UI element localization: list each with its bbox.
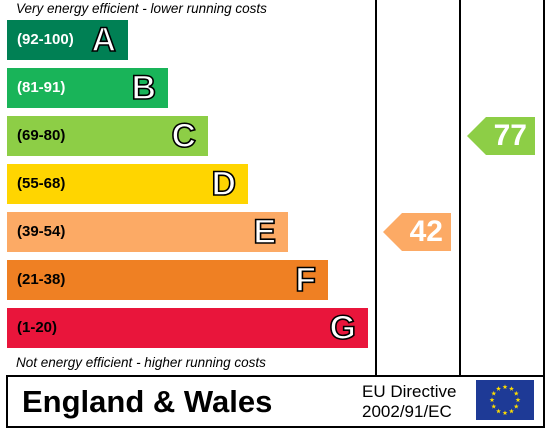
footer-bottom-border — [6, 426, 545, 428]
column-divider-middle — [459, 0, 461, 376]
top-note: Very energy efficient - lower running co… — [16, 1, 267, 16]
band-a: (92-100) A — [7, 20, 128, 60]
band-range-label: (39-54) — [17, 223, 66, 240]
band-e: (39-54) E — [7, 212, 288, 252]
footer-top-border — [6, 375, 545, 377]
eu-star-icon — [509, 408, 514, 414]
region-title: England & Wales — [22, 384, 273, 419]
eu-star-icon — [491, 403, 497, 409]
band-letter: G — [329, 308, 357, 348]
eu-star-icon — [496, 408, 501, 414]
band-range-label: (21-38) — [17, 271, 66, 288]
eu-flag-icon — [476, 380, 534, 420]
column-divider-right — [543, 0, 545, 428]
band-range-label: (81-91) — [17, 79, 66, 96]
band-g: (1-20) G — [7, 308, 368, 348]
eu-star-icon — [502, 410, 508, 416]
eu-star-icon — [513, 403, 519, 409]
current-rating-arrow-shape — [383, 213, 451, 251]
band-range-label: (69-80) — [17, 127, 66, 144]
band-d: (55-68) D — [7, 164, 248, 204]
frame-left — [6, 376, 8, 428]
band-letter: F — [294, 260, 316, 300]
directive-line-1: EU Directive — [362, 382, 457, 401]
band-b: (81-91) B — [7, 68, 168, 108]
band-letter: B — [131, 68, 157, 108]
band-letter: C — [171, 116, 197, 156]
current-rating-arrow-value: 42 — [409, 215, 443, 248]
eu-star-icon — [509, 386, 514, 391]
eu-star-icon — [489, 397, 495, 403]
band-letter: E — [253, 212, 277, 252]
eu-star-icon — [491, 390, 497, 396]
band-range-label: (55-68) — [17, 175, 66, 192]
band-range-label: (1-20) — [17, 319, 58, 336]
band-c: (69-80) C — [7, 116, 208, 156]
band-letter: A — [91, 20, 117, 60]
eu-star-icon — [513, 390, 519, 396]
potential-rating-arrow-value: 77 — [493, 119, 527, 152]
current-rating-arrow: 42 — [383, 213, 451, 251]
column-divider-left — [375, 0, 377, 376]
band-range-label: (92-100) — [17, 31, 74, 48]
eu-star-icon — [496, 386, 501, 391]
directive-line-2: 2002/91/EC — [362, 402, 452, 421]
band-letter: D — [211, 164, 237, 204]
eu-star-icon — [502, 384, 508, 390]
eu-star-icon — [515, 397, 521, 403]
potential-rating-arrow: 77 — [467, 117, 535, 155]
bottom-note: Not energy efficient - higher running co… — [16, 355, 266, 370]
potential-rating-arrow-shape — [467, 117, 535, 155]
band-f: (21-38) F — [7, 260, 328, 300]
